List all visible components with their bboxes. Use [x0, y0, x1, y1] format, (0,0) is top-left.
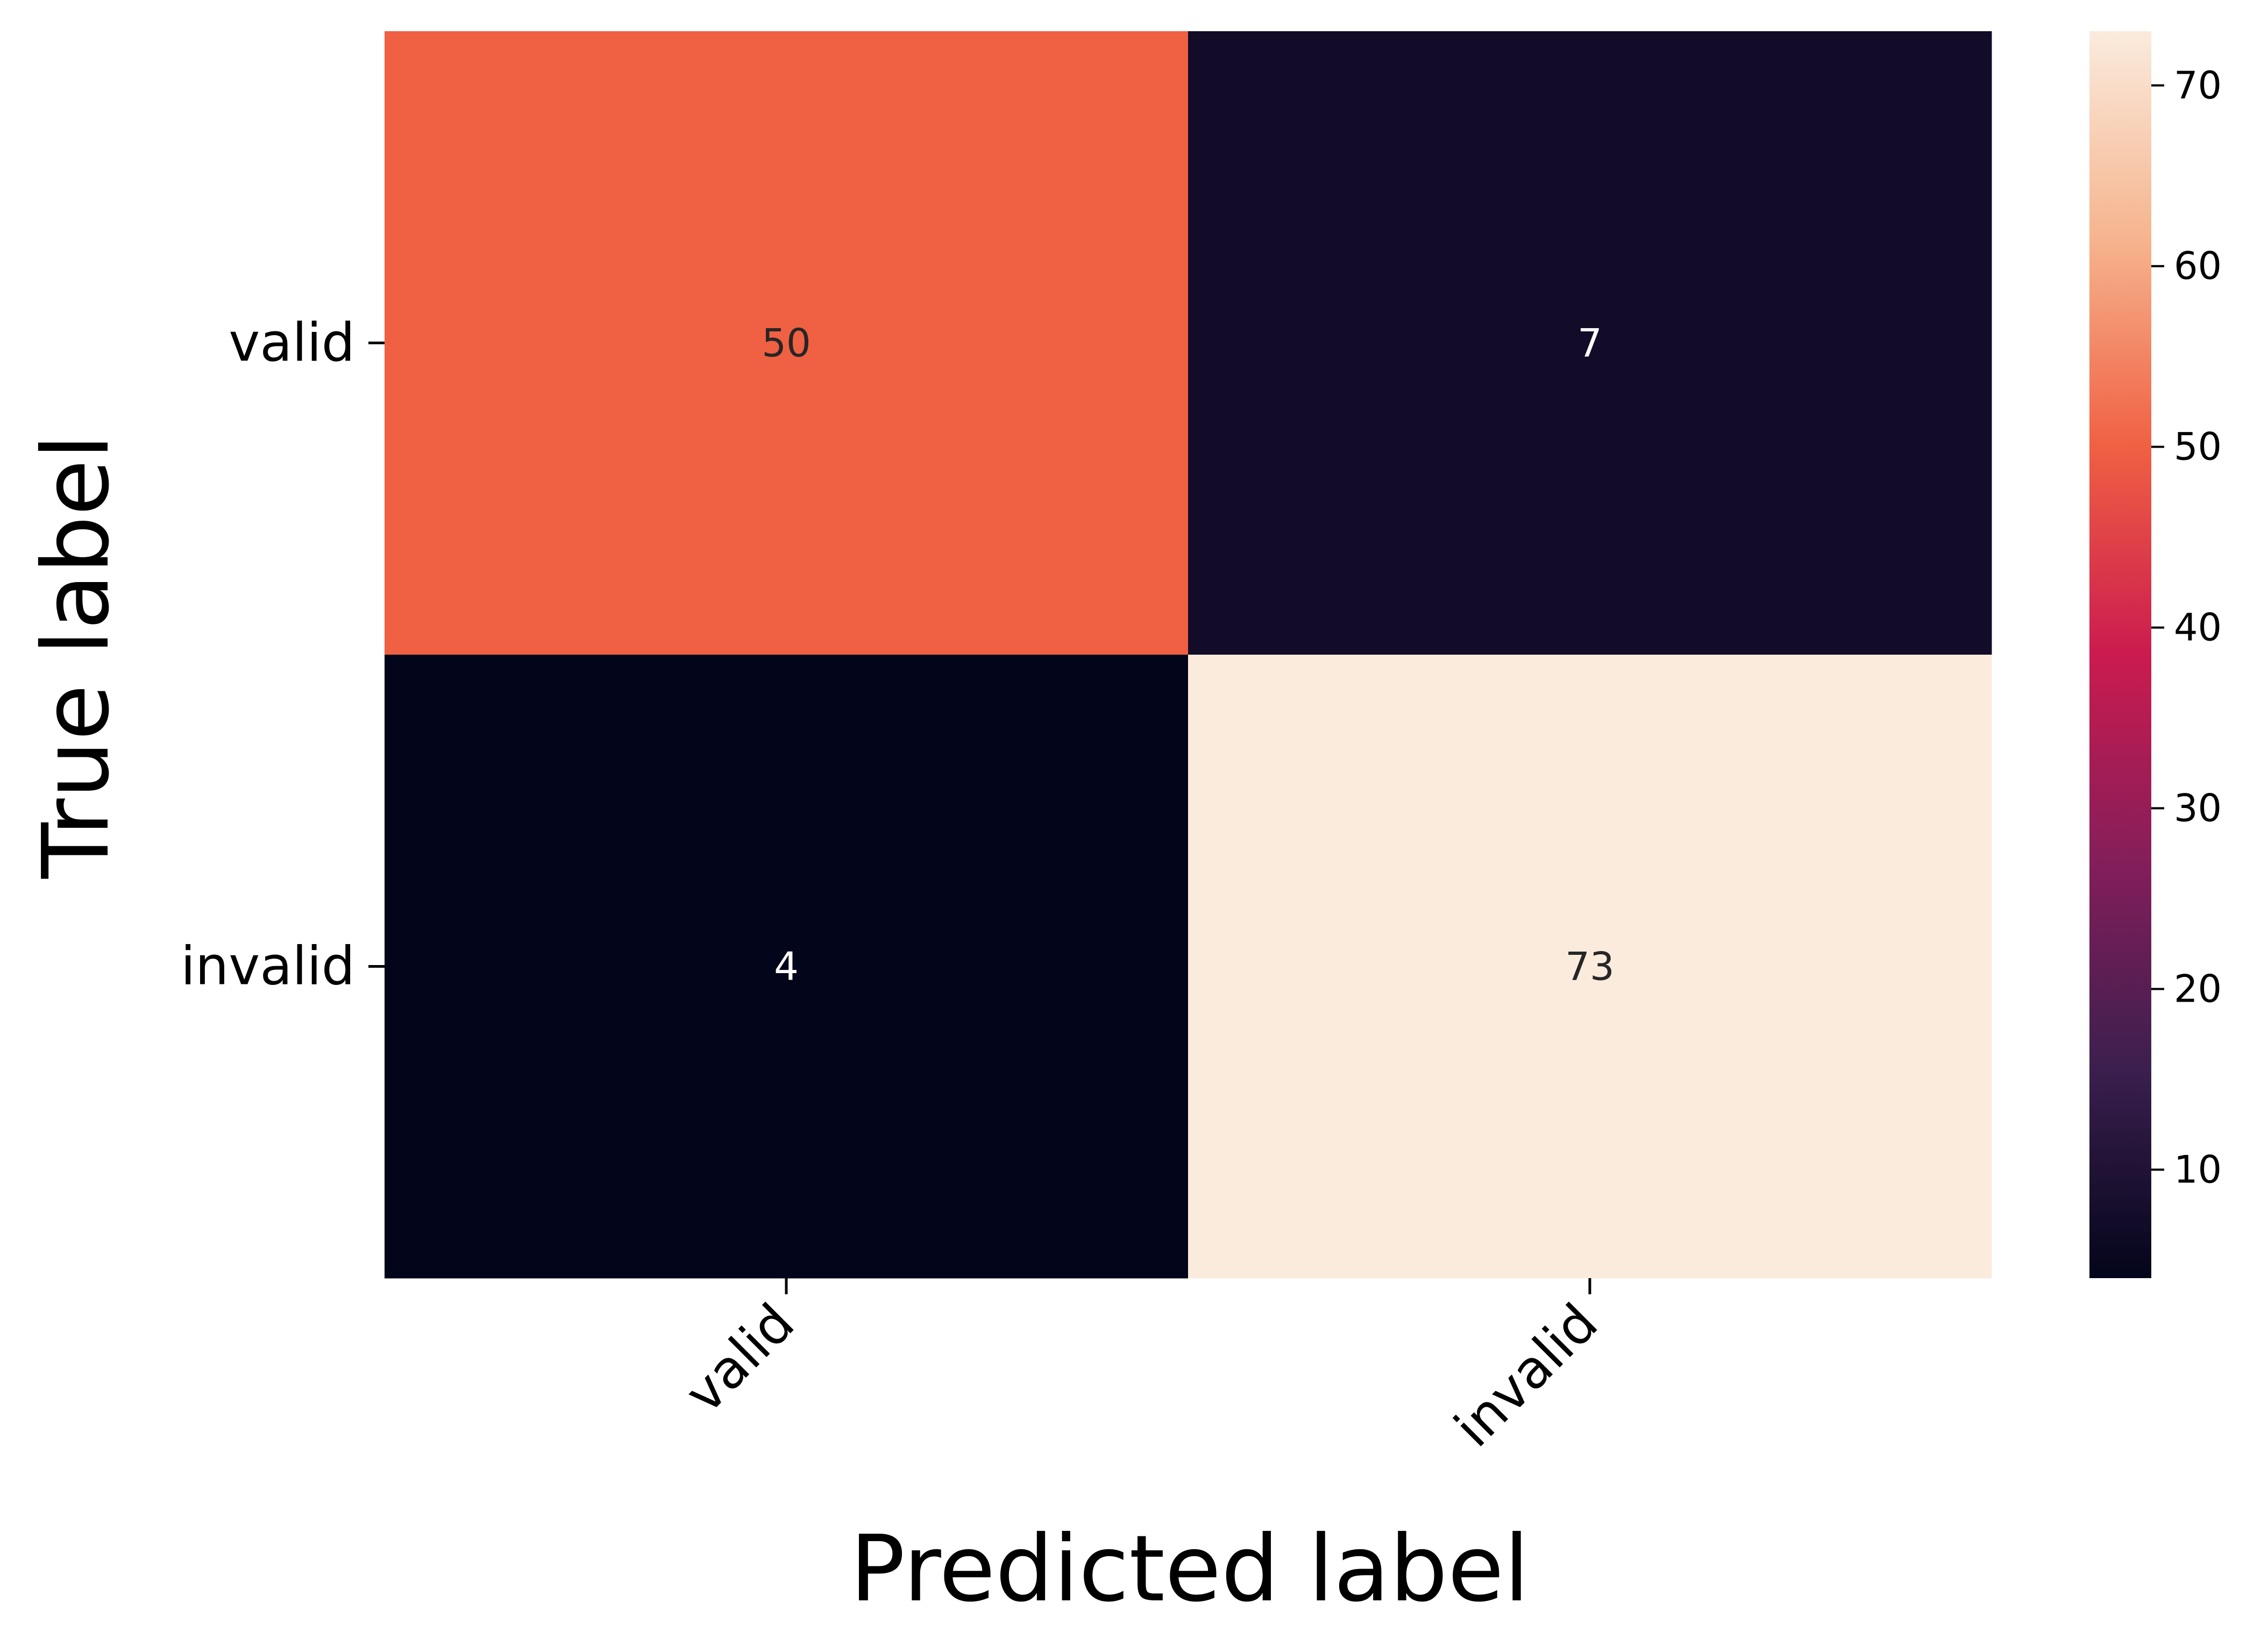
y-tick-label: valid: [229, 313, 355, 374]
y-axis: valid invalid: [181, 313, 385, 997]
x-axis-title: Predicted label: [850, 1516, 1529, 1622]
cell-value-label: 50: [762, 321, 811, 366]
colorbar-tick-label: 40: [2174, 606, 2222, 650]
colorbar: 10 20 30 40 50 60 70: [2089, 31, 2222, 1278]
heatmap-cells: [385, 31, 1992, 1279]
x-tick-label: valid: [673, 1292, 806, 1425]
x-tick-label: invalid: [1443, 1292, 1610, 1459]
colorbar-tick-label: 70: [2174, 63, 2222, 108]
colorbar-tick-label: 10: [2174, 1147, 2222, 1192]
cell-value-label: 4: [774, 944, 799, 989]
colorbar-tick-label: 30: [2174, 786, 2222, 831]
heatmap-cell-valid-invalid: [1188, 31, 1992, 655]
colorbar-tick-label: 20: [2174, 967, 2222, 1011]
y-axis-title: True label: [23, 434, 130, 879]
y-tick-label: invalid: [181, 936, 355, 997]
colorbar-gradient: [2089, 31, 2151, 1278]
heatmap-cell-invalid-valid: [385, 655, 1189, 1279]
x-axis: valid invalid: [673, 1278, 1610, 1459]
colorbar-tick-label: 50: [2174, 425, 2222, 469]
cell-value-label: 7: [1577, 321, 1602, 366]
cell-value-label: 73: [1565, 944, 1615, 989]
heatmap-cell-invalid-invalid: [1188, 655, 1992, 1279]
cell-annotations: 50 7 4 73: [762, 321, 1615, 989]
colorbar-tick-label: 60: [2174, 244, 2222, 288]
heatmap-cell-valid-valid: [385, 31, 1189, 655]
